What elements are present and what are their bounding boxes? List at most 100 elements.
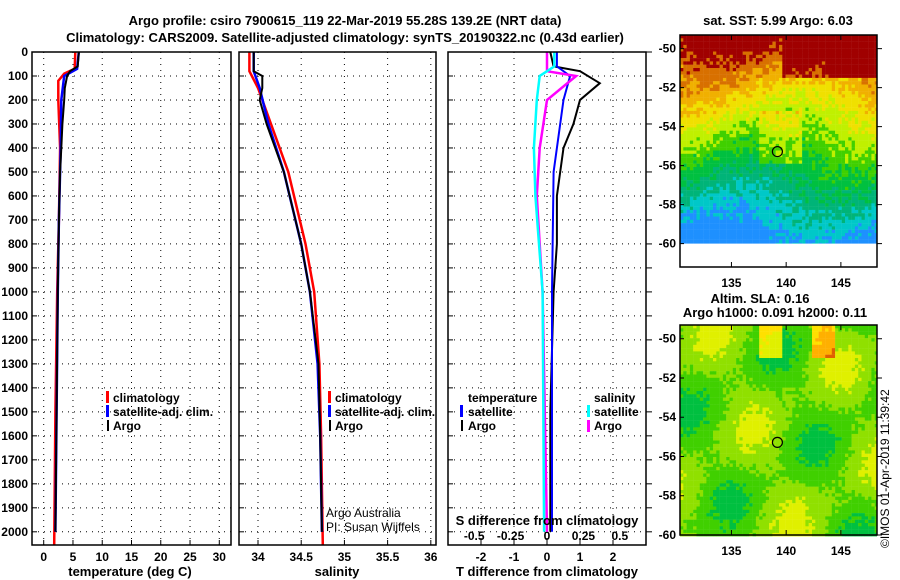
map-cell (861, 160, 865, 164)
map-cell (828, 41, 832, 46)
map-cell (749, 120, 753, 125)
map-cell (818, 338, 823, 342)
map-cell (792, 54, 796, 59)
map-cell (765, 110, 770, 115)
map-cell (782, 236, 786, 240)
map-cell (742, 147, 747, 151)
map-cell (759, 341, 763, 345)
map-cell (818, 120, 823, 125)
map-cell (752, 74, 757, 79)
map-cell (732, 186, 737, 191)
map-cell (861, 140, 865, 145)
y-tick-label: -50 (659, 42, 677, 56)
map-cell (835, 120, 839, 125)
map-cell (779, 140, 783, 145)
map-cell (759, 351, 763, 355)
map-cell (739, 104, 743, 108)
map-cell (769, 325, 773, 329)
map-cell (746, 180, 750, 184)
map-cell (726, 226, 730, 230)
map-cell (792, 223, 796, 227)
map-cell (782, 209, 786, 214)
map-cell (815, 331, 819, 336)
map-cell (709, 226, 714, 230)
map-cell (871, 239, 875, 244)
map-cell (821, 163, 826, 168)
map-cell (729, 71, 733, 75)
map-cell (818, 150, 823, 154)
map-cell (851, 107, 856, 112)
map-cell (686, 127, 691, 131)
map-cell (828, 358, 832, 362)
map-cell (785, 157, 790, 161)
map-cell (805, 173, 809, 178)
map-cell (746, 239, 750, 244)
map-cell (782, 71, 786, 75)
map-cell (851, 236, 856, 240)
map-cell (732, 173, 737, 178)
map-cell (683, 130, 687, 135)
map-cell (765, 229, 770, 234)
map-cell (815, 48, 819, 52)
map-cell (815, 351, 819, 355)
map-cell (779, 203, 783, 207)
map-cell (772, 140, 776, 145)
map-cell (848, 176, 852, 181)
map-cell (689, 358, 694, 362)
map-cell (841, 71, 846, 75)
map-cell (841, 127, 846, 131)
map-cell (772, 351, 776, 355)
map-cell (709, 35, 714, 39)
map-cell (841, 61, 846, 65)
map-cell (868, 358, 872, 362)
map-cell (683, 193, 687, 197)
map-cell (812, 341, 816, 345)
map-cell (779, 351, 783, 355)
map-cell (722, 167, 727, 171)
map-cell (752, 213, 757, 217)
map-cell (736, 61, 740, 65)
map-cell (742, 213, 747, 217)
map-cell (729, 196, 733, 201)
map-cell (779, 147, 783, 151)
map-cell (812, 150, 816, 154)
map-cell (815, 117, 819, 121)
map-cell (792, 38, 796, 42)
map-cell (689, 180, 694, 184)
map-cell (818, 130, 823, 135)
map-cell (736, 328, 740, 332)
map-cell (706, 341, 710, 345)
map-cell (821, 209, 826, 214)
map-cell (742, 140, 747, 145)
map-cell (739, 71, 743, 75)
map-cell (798, 61, 803, 65)
map-cell (716, 216, 720, 220)
map-cell (831, 147, 836, 151)
map-cell (736, 344, 740, 349)
map-cell (775, 344, 780, 349)
map-cell (772, 110, 776, 115)
map-cell (805, 68, 809, 72)
map-cell (689, 193, 694, 197)
map-cell (706, 351, 710, 355)
map-cell (716, 341, 720, 345)
map-cell (788, 130, 793, 135)
map-cell (835, 143, 839, 148)
map-cell (680, 236, 684, 240)
map-cell (775, 157, 780, 161)
map-cell (680, 364, 684, 369)
map-cell (805, 41, 809, 46)
map-cell (815, 203, 819, 207)
y-tick-label: -56 (659, 159, 677, 173)
map-cell (765, 107, 770, 112)
map-cell (788, 140, 793, 145)
map-cell (775, 325, 780, 329)
map-cell (788, 351, 793, 355)
map-cell (709, 107, 714, 112)
map-cell (736, 239, 740, 244)
map-cell (716, 117, 720, 121)
map-cell (845, 236, 849, 240)
map-cell (762, 223, 766, 227)
map-cell (762, 180, 766, 184)
map-cell (716, 87, 720, 92)
